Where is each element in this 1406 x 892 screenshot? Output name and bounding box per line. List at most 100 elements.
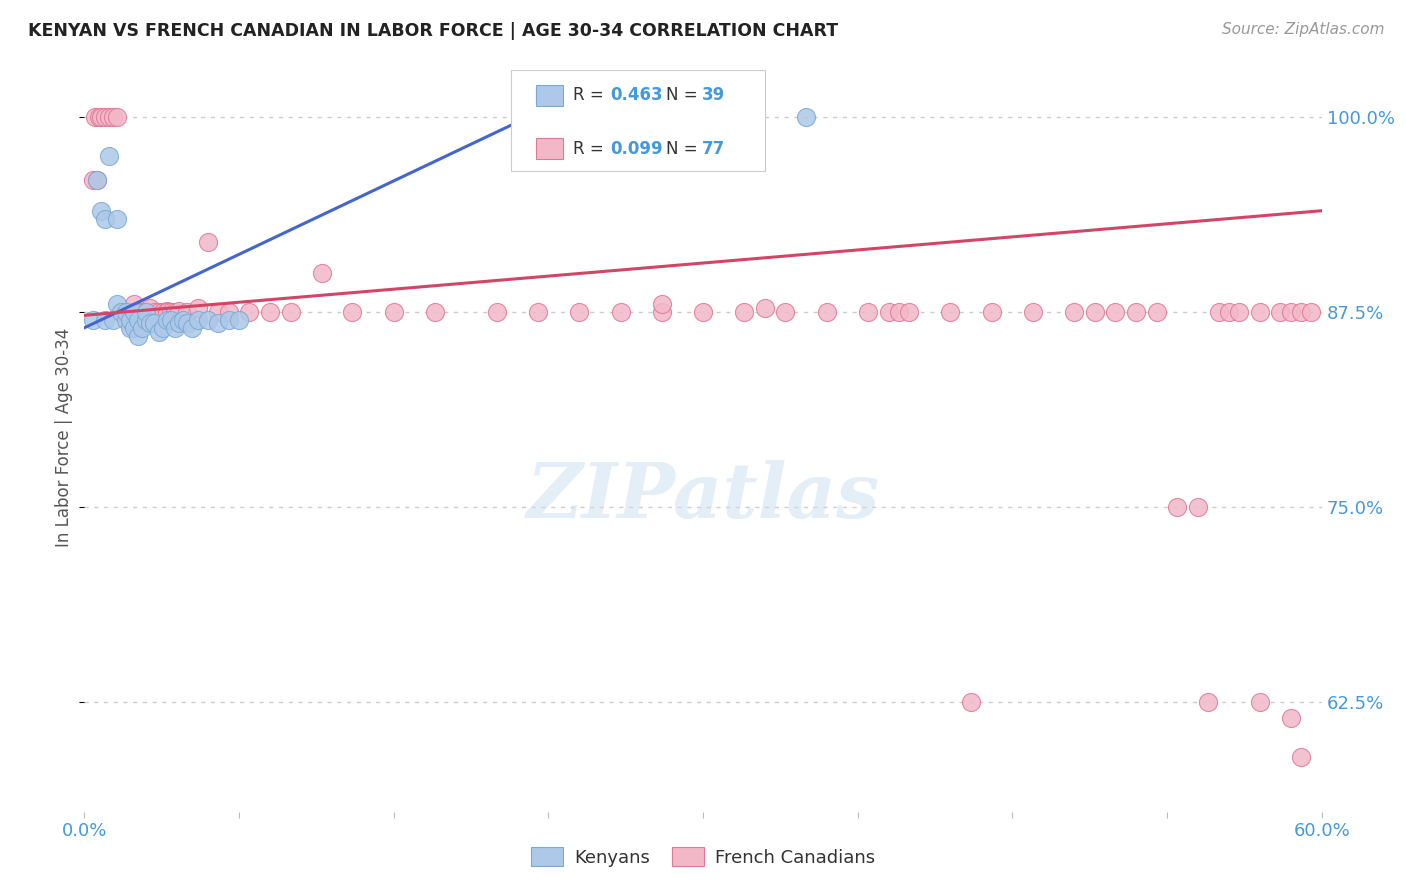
Point [1022, 305, 1045, 319]
Point [960, 696, 983, 710]
Point [167, 316, 190, 330]
Point [527, 305, 550, 319]
Point [1208, 305, 1230, 319]
Point [87, 110, 110, 124]
Point [114, 313, 136, 327]
Point [733, 305, 755, 319]
Text: 0.099: 0.099 [610, 140, 662, 158]
Point [152, 305, 174, 319]
Point [135, 305, 157, 319]
Point [527, 110, 550, 124]
Point [1084, 305, 1107, 319]
Point [187, 301, 209, 315]
Text: R =: R = [574, 87, 609, 104]
Point [692, 305, 714, 319]
Point [754, 301, 776, 315]
Point [127, 328, 149, 343]
Point [118, 313, 141, 327]
Point [898, 305, 921, 319]
Point [980, 305, 1002, 319]
Point [156, 305, 179, 319]
Point [609, 305, 631, 319]
FancyBboxPatch shape [512, 70, 765, 171]
Text: 39: 39 [702, 87, 725, 104]
Point [118, 305, 141, 319]
Point [207, 305, 229, 319]
Point [131, 320, 153, 334]
Point [1279, 305, 1302, 319]
Point [156, 313, 179, 327]
Point [110, 305, 132, 319]
Point [83, 110, 105, 124]
Point [1125, 305, 1147, 319]
Point [94, 211, 117, 226]
Point [156, 303, 179, 318]
Point [1249, 305, 1271, 319]
Point [815, 305, 838, 319]
Point [280, 305, 302, 319]
Point [1270, 305, 1292, 319]
Point [568, 305, 591, 319]
Point [127, 305, 149, 319]
Point [148, 326, 170, 340]
Point [856, 305, 879, 319]
Point [103, 110, 125, 124]
Point [94, 110, 117, 124]
Point [122, 320, 145, 334]
Y-axis label: In Labor Force | Age 30-34: In Labor Force | Age 30-34 [55, 327, 73, 547]
Point [114, 305, 136, 319]
Point [139, 301, 162, 315]
Point [311, 266, 333, 280]
Point [197, 313, 219, 327]
Point [165, 305, 187, 319]
Text: ZIPatlas: ZIPatlas [526, 460, 880, 534]
Point [382, 305, 405, 319]
Point [1289, 750, 1312, 764]
FancyBboxPatch shape [536, 138, 564, 159]
Point [207, 316, 229, 330]
Point [218, 313, 240, 327]
Point [114, 305, 136, 319]
Point [1279, 711, 1302, 725]
Point [423, 305, 446, 319]
Point [152, 305, 174, 319]
Point [98, 149, 121, 163]
Point [118, 320, 141, 334]
Point [105, 211, 128, 226]
Point [1301, 305, 1323, 319]
Point [86, 172, 108, 186]
Point [139, 316, 162, 330]
Point [90, 110, 112, 124]
Point [342, 305, 364, 319]
Point [1197, 696, 1219, 710]
Point [651, 297, 673, 311]
FancyBboxPatch shape [536, 85, 564, 106]
Point [176, 305, 198, 319]
Point [228, 313, 250, 327]
Point [939, 305, 962, 319]
Point [259, 305, 281, 319]
Point [1146, 305, 1168, 319]
Point [110, 305, 132, 319]
Point [131, 305, 153, 319]
Point [794, 110, 817, 124]
Point [135, 305, 157, 319]
Text: R =: R = [574, 140, 609, 158]
Text: N =: N = [666, 87, 703, 104]
Point [218, 305, 240, 319]
Point [152, 320, 174, 334]
Point [103, 313, 125, 327]
Point [172, 313, 194, 327]
Point [135, 305, 157, 319]
Point [651, 305, 673, 319]
Point [122, 297, 145, 311]
Point [187, 313, 209, 327]
Point [180, 320, 202, 334]
Point [148, 305, 170, 319]
Point [122, 305, 145, 319]
Point [1218, 305, 1240, 319]
Point [82, 172, 104, 186]
Text: N =: N = [666, 140, 703, 158]
Point [1104, 305, 1126, 319]
Point [1063, 305, 1085, 319]
